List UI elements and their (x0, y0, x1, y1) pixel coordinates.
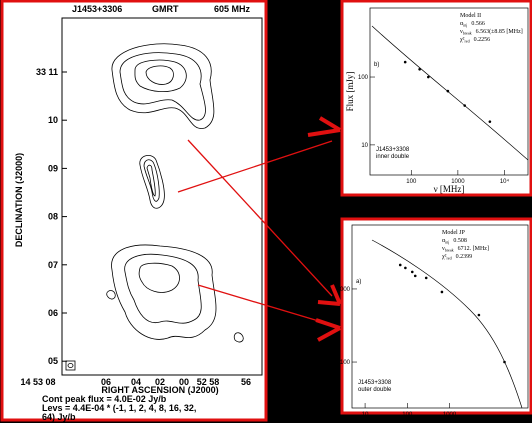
x-tick-label: 14 53 08 (20, 377, 55, 387)
x-axis-title: ν [MHz] (425, 417, 456, 423)
data-point (489, 120, 492, 123)
param-value: 0.2256 (474, 37, 491, 43)
y-axis-title: Flux [mJy] (345, 72, 355, 112)
param-sub: break (463, 31, 472, 36)
x-tick-label: 52 58 (197, 377, 220, 387)
footer-line: 64) Jy/b (42, 412, 76, 422)
model-name: Model JP (442, 230, 466, 236)
x-tick-label: 00 (179, 377, 189, 387)
param-sub: inj (445, 240, 449, 245)
param-sub: break (445, 248, 454, 253)
data-point (414, 275, 417, 278)
y-tick-label: 100 (358, 75, 369, 81)
x-tick-label: 02 (155, 377, 165, 387)
y-tick-label: 10 (361, 143, 368, 149)
map-x-ticks: 14 53 08 06 04 02 00 52 58 56 (20, 377, 251, 387)
source-label: J1453+3308 (358, 380, 392, 386)
y-tick-label: 100 (340, 360, 351, 366)
map-panel (2, 1, 266, 420)
x-axis-title: ν [MHz] (434, 184, 465, 194)
x-tick-label: 10⁴ (500, 178, 510, 185)
x-tick-label: 56 (241, 377, 251, 387)
y-tick-label: 1000 (337, 287, 351, 293)
panel-label: a) (356, 279, 361, 285)
y-tick-label: 06 (48, 308, 58, 318)
source-label: outer double (358, 387, 392, 393)
figure: J1453+3306 GMRT 605 MHz DECLINATION (J20… (0, 0, 532, 423)
map-header: 605 MHz (214, 4, 251, 14)
panel-label: b) (374, 62, 379, 68)
param-sub: red (446, 256, 451, 261)
map-header: GMRT (152, 4, 179, 14)
map-header: J1453+3306 (72, 4, 122, 14)
y-tick-label: 05 (48, 356, 58, 366)
data-point (425, 277, 428, 280)
param-sub: inj (463, 23, 467, 28)
x-tick-label: 10 (362, 412, 369, 418)
y-tick-label: 09 (48, 163, 58, 173)
source-label: J1453+3308 (376, 147, 410, 153)
y-tick-label: 07 (48, 260, 58, 270)
data-point (404, 61, 407, 64)
x-tick-label: 100 (406, 179, 417, 185)
page: J1453+3306 GMRT 605 MHz DECLINATION (J20… (0, 0, 532, 423)
data-point (411, 271, 414, 274)
param-value: 0.566 (471, 21, 485, 27)
y-tick-label: 08 (48, 212, 58, 222)
x-tick-label: 06 (101, 377, 111, 387)
data-point (478, 314, 481, 317)
param-sub: red (464, 39, 469, 44)
param-value: 6.563(±8.85 [MHz] (476, 28, 523, 35)
param-value: 6712. [MHz] (458, 246, 489, 252)
data-point (399, 264, 402, 267)
x-tick-label: 100 (402, 412, 413, 418)
param-value: 0.2399 (456, 254, 473, 260)
y-axis-title: DECLINATION (J2000) (14, 153, 24, 247)
param-value: 0.508 (453, 238, 467, 244)
data-point (441, 291, 444, 294)
data-point (404, 267, 407, 270)
y-tick-label: 10 (48, 115, 58, 125)
model-name: Model II (460, 13, 481, 19)
x-tick-label: 04 (131, 377, 141, 387)
y-tick-label: 33 11 (36, 67, 58, 77)
source-label: inner double (376, 154, 410, 160)
